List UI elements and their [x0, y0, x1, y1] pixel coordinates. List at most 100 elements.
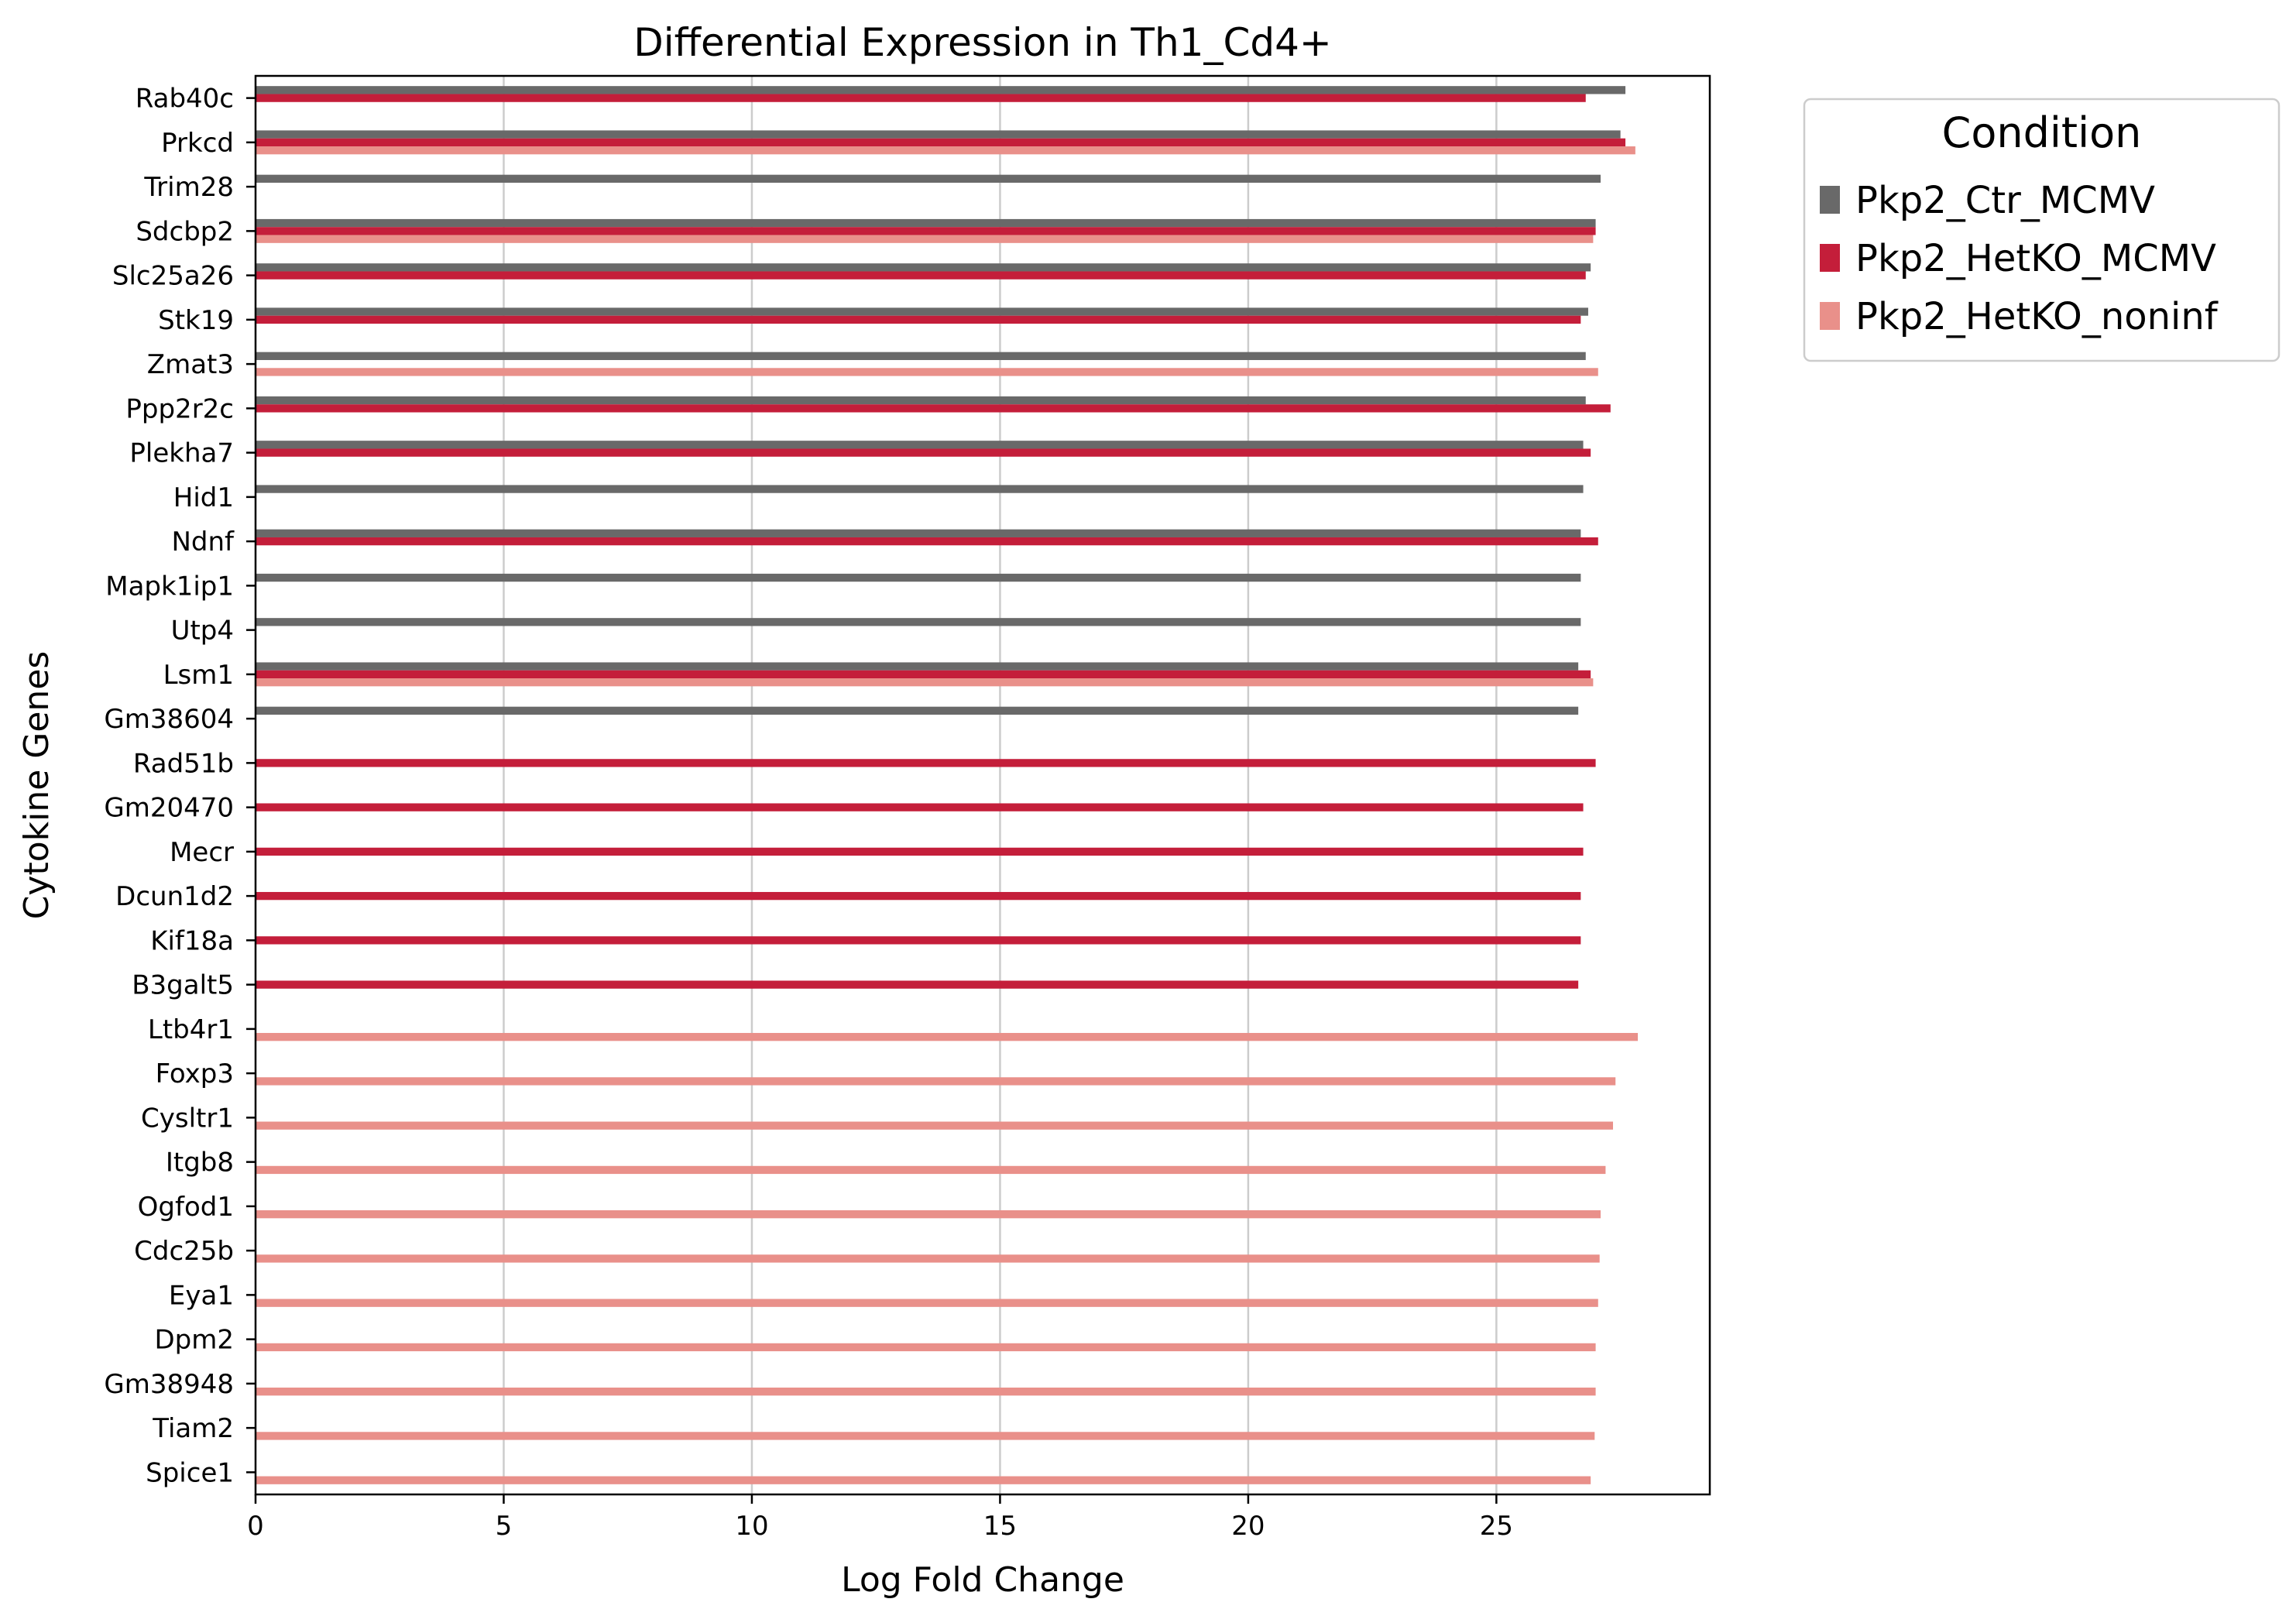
- y-tick-label: Trim28: [143, 172, 234, 203]
- bar: [256, 1033, 1639, 1041]
- legend-swatch: [1820, 302, 1840, 330]
- bar: [256, 307, 1588, 316]
- x-tick-label: 5: [496, 1511, 513, 1542]
- y-tick-label: Gm20470: [104, 793, 234, 824]
- legend-title: Condition: [1942, 108, 2142, 157]
- y-tick-label: Ogfod1: [138, 1192, 234, 1223]
- y-tick-label: Hid1: [173, 482, 234, 513]
- bar: [256, 263, 1591, 272]
- bar: [256, 1388, 1596, 1396]
- x-tick-label: 10: [735, 1511, 768, 1542]
- x-axis-ticks: 0 5 10 15 20 25: [247, 1494, 1513, 1542]
- bar: [256, 980, 1579, 989]
- bar: [256, 130, 1621, 139]
- gridlines: [503, 76, 1498, 1494]
- y-tick-label: Tiam2: [152, 1413, 234, 1444]
- bar: [256, 1077, 1616, 1086]
- bar: [256, 529, 1581, 537]
- y-tick-label: Kif18a: [150, 925, 234, 956]
- bar: [256, 1165, 1606, 1175]
- y-tick-label: Dpm2: [154, 1325, 234, 1356]
- bar: [256, 235, 1594, 243]
- bar: [256, 368, 1598, 376]
- bar: [256, 271, 1586, 280]
- bar: [256, 315, 1581, 324]
- x-tick-label: 0: [247, 1511, 264, 1542]
- bar: [256, 174, 1601, 183]
- y-tick-label: Utp4: [171, 616, 234, 647]
- y-tick-label: Lsm1: [163, 660, 234, 691]
- bar: [256, 227, 1596, 235]
- y-tick-label: B3galt5: [132, 970, 234, 1001]
- y-tick-label: Itgb8: [166, 1148, 234, 1179]
- bar: [256, 1432, 1595, 1440]
- bar: [256, 146, 1635, 155]
- y-tick-label: Gm38604: [104, 704, 234, 735]
- y-axis-ticks: Rab40c Prkcd Trim28 Sdcbp2 Slc25a26 Stk19 Zmat…: [104, 84, 256, 1488]
- y-tick-label: Sdcbp2: [136, 216, 234, 247]
- bar: [256, 1299, 1598, 1307]
- y-tick-label: Eya1: [169, 1280, 234, 1311]
- legend-box: [1803, 98, 2281, 362]
- y-tick-label: Ppp2r2c: [125, 393, 234, 424]
- x-axis-label: Log Fold Change: [841, 1560, 1124, 1600]
- bar: [256, 138, 1626, 147]
- bar: [256, 573, 1581, 582]
- bar: [256, 759, 1596, 767]
- y-tick-label: Cysltr1: [141, 1103, 234, 1134]
- bar: [256, 803, 1584, 811]
- bar: [256, 670, 1591, 679]
- y-tick-label: Mecr: [170, 837, 234, 868]
- y-tick-label: Cdc25b: [134, 1236, 234, 1267]
- bar: [256, 1254, 1600, 1263]
- bar: [256, 891, 1581, 901]
- bar: [256, 485, 1584, 493]
- bar: [256, 537, 1598, 546]
- legend-swatch: [1820, 244, 1840, 272]
- y-tick-label: Spice1: [146, 1457, 234, 1488]
- bar: [256, 448, 1591, 457]
- y-tick-label: Rad51b: [133, 748, 234, 779]
- y-tick-label: Foxp3: [156, 1058, 234, 1089]
- legend-label: Pkp2_HetKO_MCMV: [1855, 237, 2216, 280]
- bar: [256, 218, 1596, 228]
- y-tick-label: Slc25a26: [112, 261, 234, 292]
- plot-frame: [254, 74, 1711, 1496]
- y-tick-label: Rab40c: [136, 84, 234, 115]
- bar: [256, 441, 1584, 449]
- legend-label: Pkp2_HetKO_noninf: [1855, 295, 2219, 338]
- y-tick-label: Ltb4r1: [148, 1014, 234, 1045]
- bar: [256, 396, 1586, 405]
- bar: [256, 86, 1626, 94]
- bar: [256, 94, 1586, 102]
- y-tick-label: Stk19: [158, 305, 234, 336]
- y-tick-label: Ndnf: [171, 527, 235, 558]
- chart-title: Differential Expression in Th1_Cd4+: [633, 20, 1332, 65]
- bar: [256, 1476, 1591, 1484]
- y-tick-label: Zmat3: [147, 349, 234, 380]
- bars: [256, 86, 1639, 1484]
- y-tick-label: Dcun1d2: [115, 881, 234, 912]
- legend-label: Pkp2_Ctr_MCMV: [1855, 179, 2155, 222]
- bar: [256, 936, 1581, 945]
- bar: [256, 678, 1594, 687]
- bar: [256, 1343, 1596, 1352]
- x-tick-label: 15: [983, 1511, 1017, 1542]
- bar: [256, 706, 1579, 715]
- y-tick-label: Gm38948: [104, 1369, 234, 1400]
- legend-swatch: [1820, 186, 1840, 214]
- bar: [256, 352, 1586, 360]
- x-tick-label: 25: [1480, 1511, 1513, 1542]
- bar: [256, 1121, 1614, 1130]
- x-tick-label: 20: [1231, 1511, 1265, 1542]
- bar: [256, 404, 1611, 413]
- y-axis-label: Cytokine Genes: [17, 651, 57, 920]
- y-tick-label: Prkcd: [161, 128, 234, 159]
- bar: [256, 847, 1584, 856]
- bar: [256, 1210, 1601, 1219]
- bar: [256, 662, 1579, 671]
- y-tick-label: Plekha7: [129, 438, 234, 469]
- y-tick-label: Mapk1ip1: [105, 571, 234, 602]
- legend: Condition Pkp2_Ctr_MCMV Pkp2_HetKO_MCMV Pk…: [1803, 98, 2281, 362]
